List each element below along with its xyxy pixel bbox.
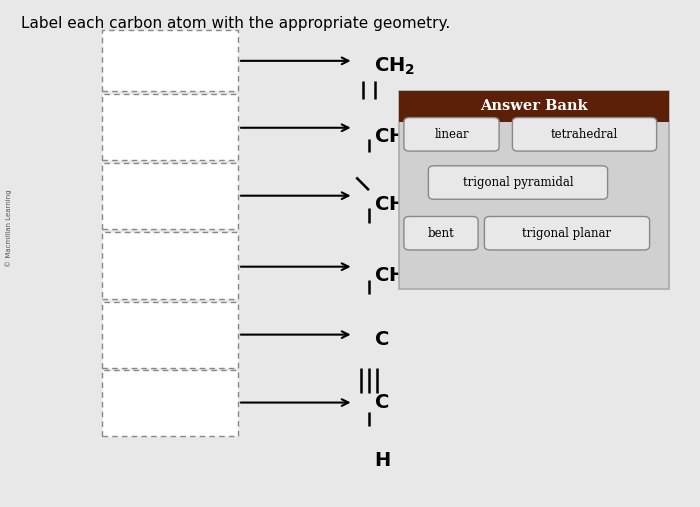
Text: bent: bent [428, 227, 454, 240]
Bar [102, 232, 238, 299]
Text: Label each carbon atom with the appropriate geometry.: Label each carbon atom with the appropri… [21, 16, 450, 31]
FancyBboxPatch shape [399, 91, 668, 122]
Text: $\mathbf{C}$: $\mathbf{C}$ [374, 331, 390, 349]
FancyBboxPatch shape [404, 216, 478, 250]
Bar [102, 370, 238, 436]
Text: trigonal pyramidal: trigonal pyramidal [463, 176, 573, 189]
Text: $\mathbf{C}$: $\mathbf{C}$ [374, 394, 390, 412]
Bar [102, 30, 238, 91]
Text: $\mathbf{CH_2}$: $\mathbf{CH_2}$ [374, 55, 416, 77]
Text: $\mathbf{CH}$: $\mathbf{CH}$ [374, 128, 405, 146]
Text: Answer Bank: Answer Bank [480, 99, 587, 114]
Text: $\mathbf{CH_2}$: $\mathbf{CH_2}$ [374, 266, 416, 287]
FancyBboxPatch shape [484, 216, 650, 250]
Text: $\mathbf{CH_2}$: $\mathbf{CH_2}$ [374, 195, 416, 216]
FancyBboxPatch shape [428, 166, 608, 199]
Bar [102, 302, 238, 368]
Text: trigonal planar: trigonal planar [522, 227, 612, 240]
Bar [102, 163, 238, 229]
FancyBboxPatch shape [404, 118, 499, 151]
FancyBboxPatch shape [512, 118, 657, 151]
Text: linear: linear [434, 128, 469, 141]
Bar [102, 94, 238, 160]
Text: $\mathbf{H}$: $\mathbf{H}$ [374, 452, 391, 470]
Text: © Macmillan Learning: © Macmillan Learning [5, 189, 12, 267]
Text: tetrahedral: tetrahedral [551, 128, 618, 141]
FancyBboxPatch shape [399, 91, 668, 289]
